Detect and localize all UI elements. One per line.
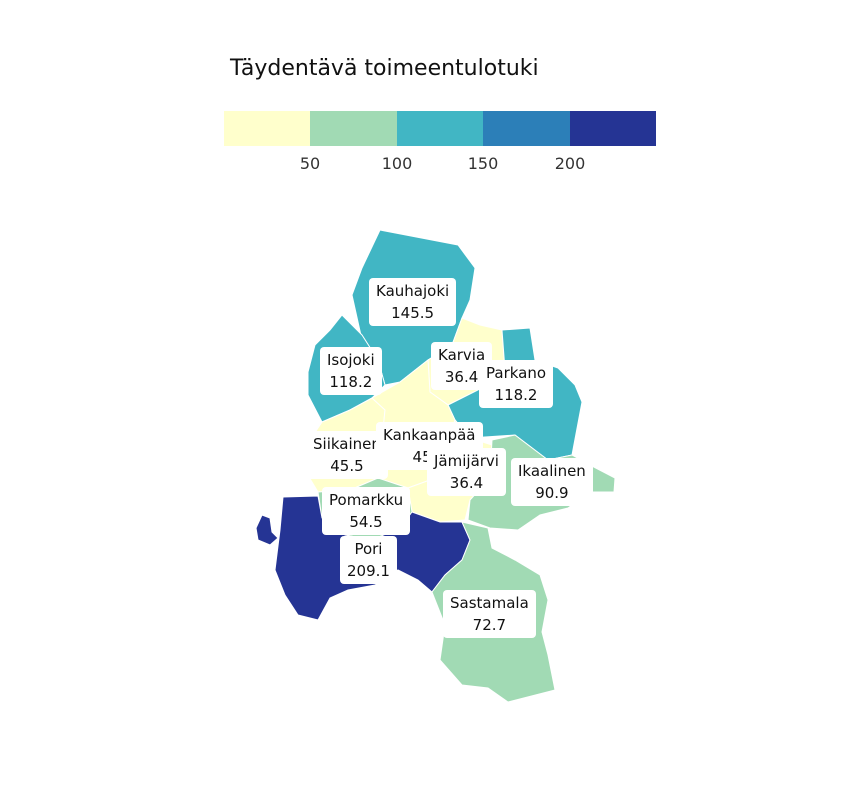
- color-legend: [224, 111, 657, 146]
- label-name: Kauhajoki: [376, 282, 450, 300]
- label-value: 145.5: [391, 304, 435, 322]
- legend-swatch-3: [483, 111, 570, 146]
- label-sastamala: Sastamala 72.7: [443, 590, 536, 638]
- label-pori: Pori 209.1: [340, 536, 397, 584]
- region-pori-island: [255, 514, 279, 546]
- label-name: Jämijärvi: [434, 452, 499, 470]
- label-value: 36.4: [444, 368, 479, 386]
- label-isojoki: Isojoki 118.2: [320, 347, 382, 395]
- label-pomarkku: Pomarkku 54.5: [322, 487, 411, 535]
- label-name: Siikainen: [313, 435, 381, 453]
- legend-tick-50: 50: [299, 154, 321, 173]
- label-kauhajoki: Kauhajoki 145.5: [369, 278, 457, 326]
- legend-tick-100: 100: [381, 154, 413, 173]
- label-name: Kankaanpää: [383, 426, 476, 444]
- label-value: 72.7: [472, 616, 507, 634]
- label-name: Pori: [354, 540, 383, 558]
- label-value: 209.1: [347, 562, 390, 580]
- legend-swatch-2: [396, 111, 484, 146]
- label-ikaalinen: Ikaalinen 90.9: [511, 458, 593, 506]
- label-value: 118.2: [494, 386, 538, 404]
- label-value: 54.5: [349, 513, 383, 531]
- legend-swatch-1: [310, 111, 397, 146]
- label-name: Karvia: [438, 346, 486, 364]
- label-value: 45.5: [330, 457, 364, 475]
- label-parkano: Parkano 118.2: [479, 360, 554, 408]
- label-name: Sastamala: [450, 594, 529, 612]
- map-title: Täydentävä toimeentulotuki: [230, 56, 539, 81]
- label-value: 118.2: [329, 373, 373, 391]
- label-value: 90.9: [535, 484, 569, 502]
- label-name: Pomarkku: [329, 491, 404, 509]
- label-siikainen: Siikainen 45.5: [306, 431, 388, 479]
- label-value: 36.4: [449, 474, 484, 492]
- legend-tick-200: 200: [554, 154, 586, 173]
- legend-ticks: 50 100 150 200: [224, 154, 656, 176]
- legend-swatch-4: [569, 111, 657, 146]
- label-name: Ikaalinen: [518, 462, 586, 480]
- legend-swatch-0: [224, 111, 311, 146]
- label-jamijarvi: Jämijärvi 36.4: [427, 448, 506, 496]
- legend-tick-150: 150: [467, 154, 499, 173]
- label-name: Isojoki: [327, 351, 375, 369]
- label-name: Parkano: [486, 364, 547, 382]
